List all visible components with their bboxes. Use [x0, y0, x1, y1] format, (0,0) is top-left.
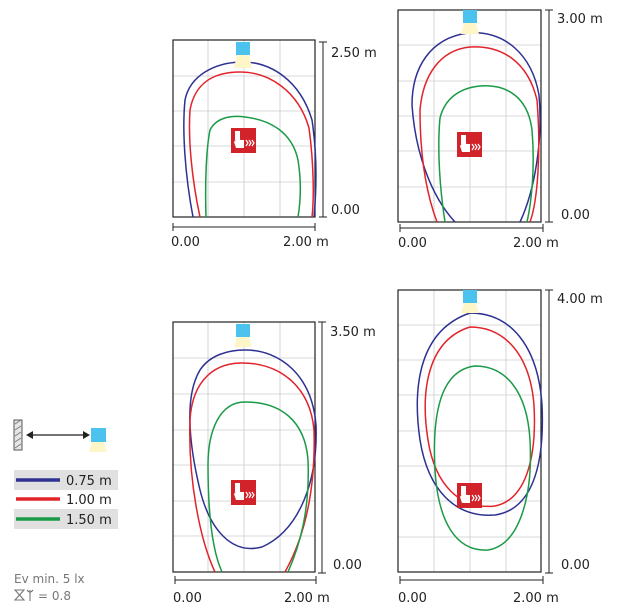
- x-start-label: 0.00: [398, 591, 427, 606]
- height-axis: [545, 289, 553, 574]
- luminaire-icon: [461, 10, 479, 34]
- width-axis: [172, 223, 316, 231]
- ev-min-label: Ev min. 5 lx: [14, 572, 85, 586]
- isolux-0-75: [189, 349, 317, 550]
- fire-extinguisher-sign-icon: [231, 480, 256, 505]
- fire-extinguisher-sign-icon: [457, 132, 482, 157]
- width-axis: [399, 224, 544, 232]
- legend: 0.75 m 1.00 m 1.50 m: [14, 470, 118, 529]
- height-label: 3.50 m: [330, 325, 376, 340]
- isolux-1-50: [204, 115, 302, 218]
- legend-label-1-50: 1.50 m: [66, 513, 112, 528]
- isolux-1-00: [419, 46, 540, 223]
- x-start-label: 0.00: [398, 236, 427, 251]
- room-frame: [172, 39, 316, 218]
- mounting-distance-icon: [13, 419, 107, 452]
- fire-extinguisher-sign-icon: [457, 483, 482, 508]
- luminaire-icon: [234, 324, 252, 347]
- panel-2-50: 2.50 m 0.00 0.00 2.00 m: [171, 39, 377, 250]
- maintenance-factor-icon: [13, 589, 34, 601]
- legend-label-1-00: 1.00 m: [66, 493, 112, 508]
- zero-label: 0.00: [561, 208, 590, 223]
- panel-3-50: 3.50 m 0.00 0.00 2.00 m: [172, 321, 376, 606]
- x-start-label: 0.00: [171, 235, 200, 250]
- x-end-label: 2.00 m: [283, 235, 329, 250]
- panel-4-00: 4.00 m 0.00 0.00 2.00 m: [397, 289, 603, 606]
- panel-3-00: 3.00 m 0.00 0.00 2.00 m: [397, 9, 603, 251]
- calculation-note: Ev min. 5 lx = 0.8: [13, 572, 85, 603]
- isolux-1-00: [424, 326, 536, 508]
- isolux-1-50: [433, 365, 532, 551]
- width-axis: [174, 576, 317, 584]
- fire-extinguisher-sign-icon: [231, 128, 256, 153]
- x-end-label: 2.00 m: [513, 591, 559, 606]
- isolux-0-75: [416, 312, 544, 516]
- x-end-label: 2.00 m: [284, 591, 330, 606]
- height-label: 3.00 m: [557, 12, 603, 27]
- isolux-1-50: [438, 85, 534, 223]
- height-axis: [545, 9, 553, 223]
- zero-label: 0.00: [331, 203, 360, 218]
- luminaire-icon: [234, 42, 252, 68]
- legend-label-0-75: 0.75 m: [66, 474, 112, 489]
- isolux-0-75: [411, 32, 541, 223]
- width-axis: [399, 576, 544, 584]
- isolux-1-50: [207, 401, 310, 573]
- maintenance-factor-label: = 0.8: [38, 589, 71, 603]
- height-axis: [318, 321, 326, 574]
- zero-label: 0.00: [561, 558, 590, 573]
- x-start-label: 0.00: [173, 591, 202, 606]
- zero-label: 0.00: [333, 558, 362, 573]
- height-label: 2.50 m: [331, 46, 377, 61]
- x-end-label: 2.00 m: [513, 236, 559, 251]
- isolux-1-00: [188, 71, 314, 218]
- luminaire-icon: [461, 290, 479, 313]
- height-axis: [319, 41, 327, 218]
- height-label: 4.00 m: [557, 292, 603, 307]
- room-frame: [172, 321, 316, 573]
- grid: [173, 322, 315, 572]
- grid: [398, 290, 541, 572]
